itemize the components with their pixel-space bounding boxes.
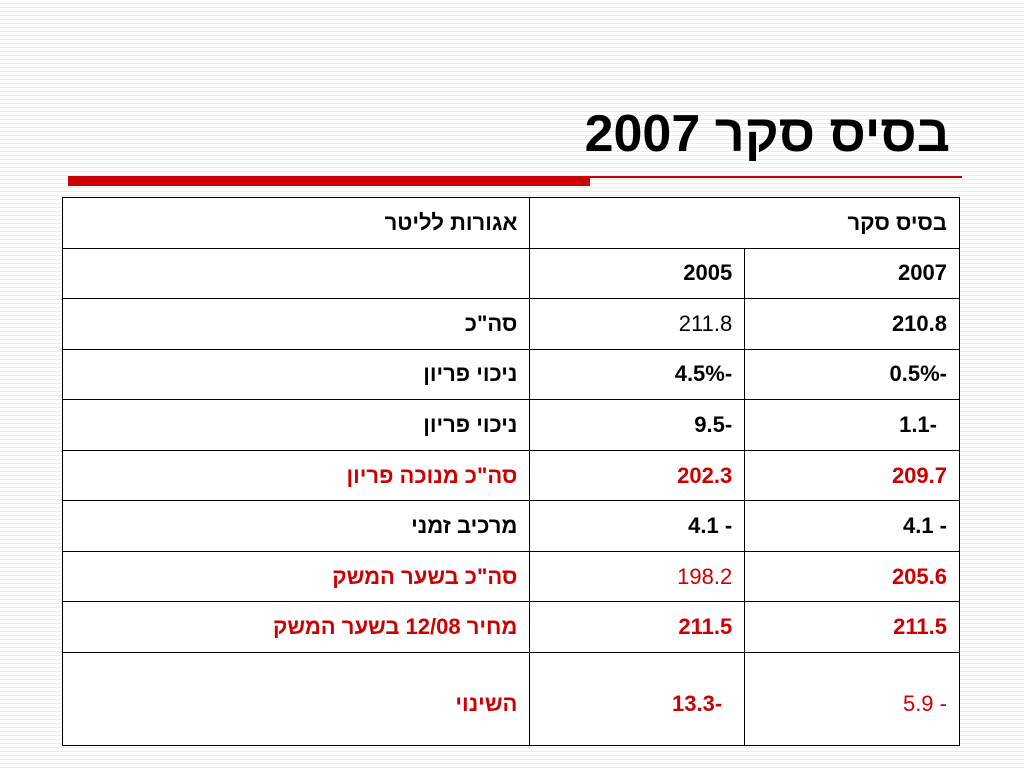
row-value-2005: - 4.1 (529, 500, 746, 552)
header-group-cell: בסיס סקר (529, 197, 960, 249)
row-value-2005: 202.3 (529, 449, 746, 502)
row-value-2007: 205.6 (744, 550, 960, 603)
row-value-2005: -13.3 (529, 651, 746, 747)
table-header-row: אגורות לליטר בסיס סקר (61, 197, 960, 249)
table-row: סה"כ בשער המשק 198.2 205.6 (61, 550, 960, 603)
row-label: סה"כ בשער המשק (61, 550, 531, 603)
table-row: סה"כ 211.8 210.8 (61, 298, 960, 350)
row-label: מרכיב זמני (61, 500, 531, 552)
header-label-cell: אגורות לליטר (61, 197, 531, 249)
row-value-2007: - 4.1 (744, 500, 960, 552)
table-row: ניכוי פריון -9.5 -1.1 (61, 399, 960, 451)
row-value-2007: 211.5 (744, 601, 960, 653)
year-2005-cell: 2005 (529, 247, 746, 300)
table-row: מחיר 12/08 בשער המשק 211.5 211.5 (61, 601, 960, 653)
page-title: בסיס סקר 2007 (584, 105, 950, 163)
row-value-2007: -1.1 (744, 399, 960, 451)
row-label: ניכוי פריון (61, 399, 531, 451)
table-row: ניכוי פריון -4.5% -0.5% (61, 348, 960, 401)
row-value-2005: 211.5 (529, 601, 746, 653)
row-value-2007: -0.5% (744, 348, 960, 401)
row-label: מחיר 12/08 בשער המשק (61, 601, 531, 653)
row-value-2007: 210.8 (744, 298, 960, 350)
row-value-2005: -9.5 (529, 399, 746, 451)
row-value-2007: 209.7 (744, 449, 960, 502)
table-row: סה"כ מנוכה פריון 202.3 209.7 (61, 449, 960, 502)
row-value-2005: 198.2 (529, 550, 746, 603)
survey-table: אגורות לליטר בסיס סקר 2005 2007 סה"כ 211… (61, 197, 960, 747)
row-label: סה"כ (61, 298, 531, 350)
row-value-2007: - 5.9 (744, 651, 960, 747)
table-row: מרכיב זמני - 4.1 - 4.1 (61, 500, 960, 552)
title-underline-thin (590, 176, 962, 178)
title-underline-thick (68, 176, 590, 186)
years-empty-cell (61, 247, 531, 300)
row-label: השינוי (61, 651, 531, 747)
row-value-2005: 211.8 (529, 298, 746, 350)
year-2007-cell: 2007 (744, 247, 960, 300)
row-value-2005: -4.5% (529, 348, 746, 401)
row-label: ניכוי פריון (61, 348, 531, 401)
row-label: סה"כ מנוכה פריון (61, 449, 531, 502)
table-row: השינוי -13.3 - 5.9 (61, 651, 960, 747)
table-years-row: 2005 2007 (61, 247, 960, 300)
